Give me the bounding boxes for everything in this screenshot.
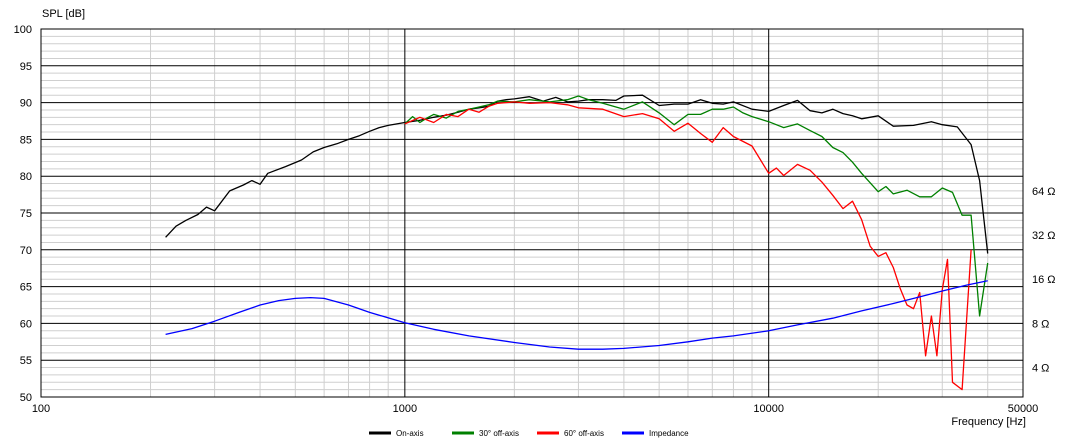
y-tick-label: 75 <box>20 208 32 220</box>
y-tick-label: 65 <box>20 282 32 294</box>
x-tick-label: 1000 <box>393 403 417 415</box>
y-tick-label: 80 <box>20 171 32 183</box>
series-layer <box>165 94 989 391</box>
y-tick-label: 85 <box>20 134 32 146</box>
plot-frame <box>40 28 1024 398</box>
y-tick-label: 100 <box>14 24 32 36</box>
major-grid <box>41 29 1023 397</box>
y-tick-label: 70 <box>20 245 32 257</box>
x-tick-label: 100 <box>32 403 50 415</box>
impedance-tick-label: 4 Ω <box>1032 363 1049 375</box>
y-axis-ticks: 50 55 60 65 70 75 80 85 90 95 100 <box>14 24 32 404</box>
series-line-30-off-axis <box>404 95 989 317</box>
impedance-tick-label: 64 Ω <box>1032 186 1056 198</box>
series-line-impedance <box>165 280 988 350</box>
y-tick-label: 90 <box>20 98 32 110</box>
legend-entry-label: 60° off-axis <box>564 429 604 438</box>
x-axis-label: Frequency [Hz] <box>951 416 1026 428</box>
y-tick-label: 50 <box>20 392 32 404</box>
y-tick-label: 60 <box>20 318 32 330</box>
legend-entry-label: Impedance <box>649 429 689 438</box>
impedance-axis-ticks: 4 Ω 8 Ω 16 Ω 32 Ω 64 Ω <box>1032 186 1056 375</box>
x-tick-label: 50000 <box>1008 403 1039 415</box>
x-axis-ticks: 100 1000 10000 50000 <box>32 403 1038 415</box>
impedance-tick-label: 32 Ω <box>1032 230 1056 242</box>
legend: On-axis 30° off-axis 60° off-axis Impedance <box>369 429 689 438</box>
y-tick-label: 95 <box>20 61 32 73</box>
legend-entry-label: On-axis <box>396 429 424 438</box>
x-tick-label: 10000 <box>753 403 784 415</box>
impedance-tick-label: 16 Ω <box>1032 274 1056 286</box>
y-axis-label: SPL [dB] <box>42 8 85 20</box>
impedance-tick-label: 8 Ω <box>1032 318 1049 330</box>
y-tick-label: 55 <box>20 355 32 367</box>
series-line-on-axis <box>165 94 989 254</box>
legend-entry-label: 30° off-axis <box>479 429 519 438</box>
